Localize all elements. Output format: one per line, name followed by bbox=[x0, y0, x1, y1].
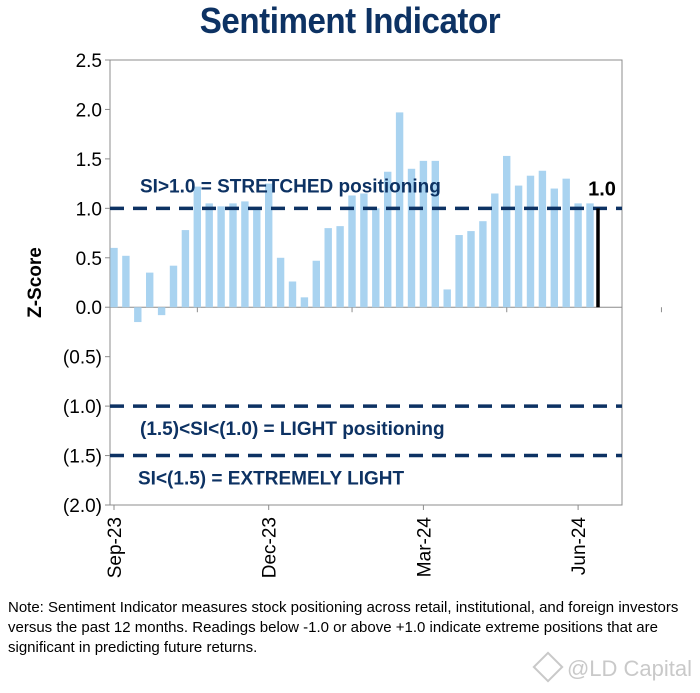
bar bbox=[324, 228, 332, 308]
bar bbox=[265, 183, 273, 308]
bar bbox=[253, 208, 261, 308]
bar bbox=[419, 160, 428, 308]
y-tick-label: (1.5) bbox=[63, 447, 102, 468]
bar bbox=[372, 208, 380, 308]
y-tick-label: (0.5) bbox=[63, 348, 102, 369]
watermark: @LD Capital bbox=[532, 651, 692, 683]
y-tick-label: (1.0) bbox=[63, 397, 102, 418]
bars-layer bbox=[110, 112, 594, 323]
y-tick-label: 1.5 bbox=[76, 150, 102, 171]
bar bbox=[407, 168, 416, 308]
watermark-text: @LD Capital bbox=[566, 656, 692, 681]
threshold-label: SI>1.0 = STRETCHED positioning bbox=[140, 176, 441, 197]
bar bbox=[205, 203, 213, 308]
y-tick-label: 2.0 bbox=[76, 100, 102, 121]
bar bbox=[217, 206, 225, 308]
bar bbox=[384, 171, 392, 308]
bar bbox=[122, 255, 130, 308]
x-tick-label: Sep-23 bbox=[105, 517, 126, 578]
bar bbox=[514, 185, 523, 308]
bar bbox=[169, 265, 178, 308]
bar bbox=[300, 297, 309, 308]
bar bbox=[157, 307, 166, 316]
sentiment-bar-chart: 2.5 2.0 1.5 1.0 0.5 0.0 (0.5) (1.0) (1.5) (2.0) Z-… bbox=[25, 51, 662, 578]
bar bbox=[110, 247, 118, 308]
y-tick-label: (2.0) bbox=[63, 496, 102, 517]
bar bbox=[229, 203, 237, 308]
bar bbox=[562, 178, 570, 308]
axis-layer: 2.5 2.0 1.5 1.0 0.5 0.0 (0.5) (1.0) (1.5) (2.0) Z-… bbox=[25, 51, 662, 578]
bar bbox=[431, 160, 439, 308]
threshold-layer bbox=[110, 206, 622, 458]
bar bbox=[479, 221, 487, 308]
y-tick-label: 0.5 bbox=[76, 249, 102, 270]
bar bbox=[276, 257, 285, 308]
bar bbox=[336, 226, 344, 308]
y-axis-label: Z-Score bbox=[25, 247, 46, 318]
bar bbox=[348, 195, 356, 308]
plot-frame bbox=[109, 59, 623, 506]
bar bbox=[134, 307, 142, 323]
label-layer: SI>1.0 = STRETCHED positioning (1.5)<SI<(… bbox=[138, 176, 616, 489]
y-tick-label: 1.0 bbox=[76, 199, 102, 220]
bar bbox=[288, 281, 297, 308]
bar bbox=[467, 231, 475, 308]
bar bbox=[526, 175, 535, 308]
footnote: Note: Sentiment Indicator measures stock… bbox=[8, 599, 679, 656]
bar bbox=[146, 272, 154, 308]
bar bbox=[360, 193, 368, 308]
y-tick-label: 0.0 bbox=[76, 298, 102, 319]
bar bbox=[503, 155, 511, 308]
chart-title: Sentiment Indicator bbox=[199, 0, 501, 41]
bar bbox=[455, 235, 463, 308]
bar bbox=[193, 186, 201, 308]
threshold-label: SI<(1.5) = EXTREMELY LIGHT bbox=[138, 469, 404, 490]
bar bbox=[550, 188, 558, 308]
bar bbox=[181, 230, 190, 308]
x-tick-label: Mar-24 bbox=[414, 517, 435, 578]
threshold-label: (1.5)<SI<(1.0) = LIGHT positioning bbox=[140, 419, 445, 440]
bar bbox=[574, 203, 582, 308]
bar bbox=[241, 201, 249, 308]
x-tick-label: Jun-24 bbox=[569, 517, 590, 576]
y-tick-label: 2.5 bbox=[76, 51, 102, 72]
latest-value-label: 1.0 bbox=[588, 178, 616, 200]
watermark-logo-icon bbox=[532, 651, 564, 683]
bar bbox=[586, 203, 594, 308]
bar bbox=[443, 289, 451, 308]
bar bbox=[491, 193, 499, 308]
bar bbox=[538, 170, 547, 308]
x-tick-label: Dec-23 bbox=[260, 517, 281, 578]
bar bbox=[312, 260, 320, 308]
